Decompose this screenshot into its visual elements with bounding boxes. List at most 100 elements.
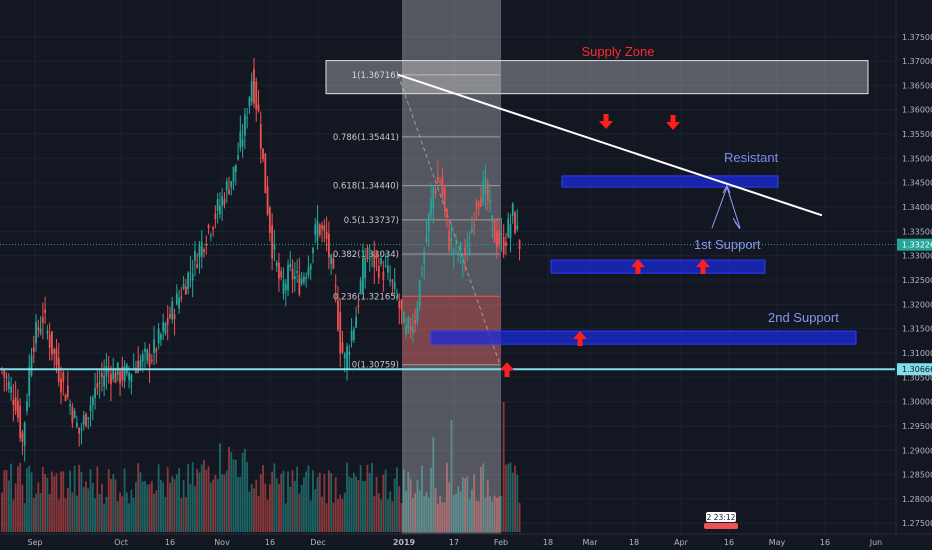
candle-body — [5, 377, 8, 379]
volume-bar — [137, 463, 140, 532]
candle-body — [491, 215, 494, 223]
volume-bar — [448, 482, 451, 532]
candle-body — [46, 330, 49, 334]
candle-body — [35, 321, 37, 344]
volume-bar — [405, 491, 407, 532]
volume-bar — [423, 495, 426, 532]
candle-body — [327, 233, 330, 258]
volume-bar — [350, 478, 353, 532]
candle-body — [187, 272, 190, 290]
volume-bar — [157, 464, 160, 532]
volume-bar — [44, 474, 47, 532]
candle-body — [443, 186, 446, 207]
candle-body — [348, 351, 351, 355]
candle-body — [60, 378, 62, 393]
volume-bar — [203, 459, 205, 532]
volume-bar — [80, 471, 83, 532]
price-tick-label: 1.33500 — [902, 227, 932, 236]
volume-bar — [375, 476, 378, 532]
candle-body — [78, 427, 81, 434]
candle-body — [98, 382, 101, 384]
arrow-up-icon — [696, 259, 710, 274]
candle-body — [178, 298, 180, 309]
candle-body — [196, 263, 199, 268]
volume-bar — [178, 468, 180, 532]
candle-body — [357, 305, 360, 307]
candle-body — [273, 244, 276, 250]
labels: Supply Zone Resistant 1st Support 2nd Suppo… — [582, 44, 840, 325]
volume-bar — [187, 463, 190, 532]
volume-bar — [293, 481, 296, 532]
last-price-tag: 1.33226 — [897, 238, 932, 251]
volume-bar — [91, 482, 94, 532]
volume-bar — [359, 465, 362, 532]
projection-arrow-head — [722, 184, 731, 194]
candle-body — [85, 413, 87, 427]
volume-bar — [332, 502, 335, 532]
candle-body — [48, 334, 51, 348]
volume-bar — [259, 474, 262, 532]
volume-bar — [14, 483, 17, 532]
volume-bar — [484, 497, 487, 532]
volume-bar — [307, 465, 310, 532]
candle-body — [248, 97, 251, 107]
volume-bar — [237, 477, 239, 532]
volume-bar — [100, 483, 103, 532]
time-tick-label: Feb — [494, 538, 508, 547]
fib-level-label: 0.786(1.35441) — [333, 133, 399, 143]
candle-body — [96, 383, 99, 389]
volume-bar — [253, 488, 255, 532]
candle-body — [175, 293, 178, 305]
candle-body — [141, 354, 144, 362]
volume-bar — [264, 483, 267, 532]
candle-body — [352, 328, 355, 340]
volume-bar — [26, 468, 28, 532]
candle-body — [493, 219, 496, 243]
volume-bar — [23, 503, 26, 532]
time-tick-label: Apr — [674, 538, 689, 547]
countdown-badge: 2 23:12 — [704, 512, 738, 529]
volume-bar — [234, 459, 237, 532]
candle-body — [409, 326, 412, 331]
volume-bar — [250, 483, 253, 532]
candle-body — [71, 406, 74, 424]
candle-body — [246, 117, 249, 119]
volume-bar — [305, 471, 308, 532]
candle-body — [296, 271, 298, 273]
candle-body — [430, 198, 432, 215]
volume-bar — [232, 459, 235, 532]
volume-bar — [407, 471, 410, 532]
candle-body — [155, 348, 158, 352]
volume-bar — [493, 495, 496, 532]
volume-bar — [266, 499, 269, 532]
candle-body — [452, 249, 455, 253]
volume-bar — [243, 448, 246, 532]
volume-bar — [514, 465, 516, 532]
volume-bar — [382, 474, 385, 532]
candle-body — [477, 202, 480, 207]
volume-bar — [166, 467, 169, 532]
time-tick-label: 18 — [543, 538, 553, 547]
time-axis[interactable]: Sep Oct 16 Nov 16 Dec 2019 17 Feb 18 Mar 18 Apr 16 May… — [0, 533, 932, 547]
volume-bar — [214, 474, 217, 532]
candle-body — [160, 334, 162, 340]
volume-bar — [48, 494, 51, 532]
fib-level-label: 1(1.36716) — [352, 71, 399, 81]
zone-label: 2nd Support — [768, 310, 839, 325]
candle-body — [459, 243, 462, 252]
volume-bar — [459, 491, 462, 532]
volume-bar — [343, 492, 346, 532]
volume-bar — [366, 464, 369, 532]
time-tick-label: 17 — [449, 538, 459, 547]
candle-body — [389, 279, 392, 282]
candle-body — [64, 394, 67, 401]
price-axis[interactable]: 1.37500 1.37000 1.36500 1.36000 1.35500 1.350… — [704, 0, 932, 534]
candle-body — [482, 181, 485, 203]
candle-body — [148, 353, 151, 367]
volume-bar — [491, 501, 494, 532]
candle-body — [402, 312, 405, 323]
volume-bars — [1, 402, 521, 532]
volume-bar — [39, 492, 42, 532]
volume-bar — [98, 493, 101, 532]
